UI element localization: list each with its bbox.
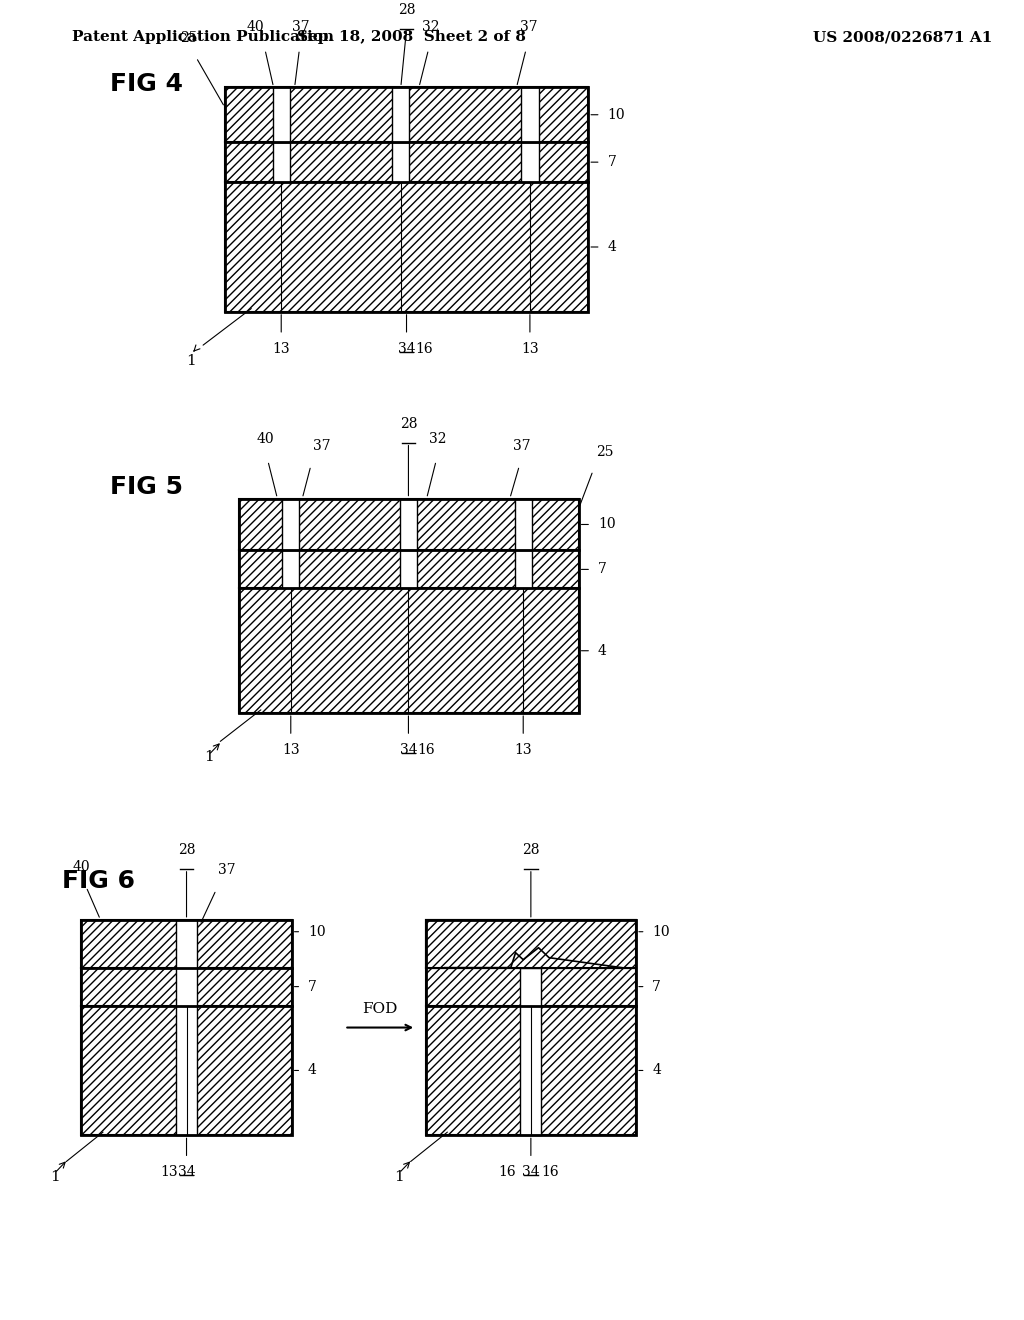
Text: 1: 1 <box>204 750 213 764</box>
Bar <box>240 499 579 713</box>
Text: FOD: FOD <box>362 1002 398 1015</box>
Text: 34: 34 <box>397 342 416 356</box>
Text: 25: 25 <box>179 32 198 45</box>
Text: 37: 37 <box>218 863 236 876</box>
Bar <box>426 968 636 1006</box>
Text: 40: 40 <box>73 859 90 874</box>
Bar <box>272 143 290 182</box>
Bar <box>225 143 588 182</box>
Text: 7: 7 <box>652 979 662 994</box>
Text: 37: 37 <box>520 20 538 34</box>
Text: FIG 6: FIG 6 <box>62 869 135 892</box>
Bar <box>426 920 636 1135</box>
Bar <box>426 920 636 968</box>
Text: FIG 4: FIG 4 <box>110 73 183 96</box>
Bar <box>515 499 531 550</box>
Text: 16: 16 <box>498 1166 516 1179</box>
Bar <box>283 499 299 550</box>
Text: 4: 4 <box>308 1064 316 1077</box>
Bar <box>392 143 410 182</box>
Bar <box>521 143 539 182</box>
Text: 1: 1 <box>49 1171 59 1184</box>
Text: 4: 4 <box>607 240 616 253</box>
Bar <box>176 920 197 1135</box>
Text: 4: 4 <box>598 644 606 657</box>
Text: 10: 10 <box>598 517 615 532</box>
Bar <box>240 499 579 550</box>
Text: 37: 37 <box>513 438 531 453</box>
Bar <box>225 87 588 312</box>
Text: 1: 1 <box>394 1171 403 1184</box>
Text: 28: 28 <box>178 843 196 857</box>
Bar <box>81 1006 292 1135</box>
Text: 4: 4 <box>652 1064 662 1077</box>
Bar <box>283 550 299 589</box>
Bar <box>225 182 588 312</box>
Text: 28: 28 <box>522 843 540 857</box>
Text: 40: 40 <box>256 432 273 446</box>
Text: 13: 13 <box>514 743 532 758</box>
Bar <box>426 920 636 968</box>
Text: 34: 34 <box>522 1166 540 1179</box>
Text: 34: 34 <box>399 743 417 758</box>
Text: 37: 37 <box>293 20 310 34</box>
Bar <box>521 87 539 143</box>
Text: 16: 16 <box>415 342 432 356</box>
Bar <box>240 589 579 713</box>
Text: 40: 40 <box>247 20 264 34</box>
Text: 32: 32 <box>422 20 439 34</box>
Bar <box>81 968 292 1006</box>
Text: 25: 25 <box>596 445 613 458</box>
Bar <box>225 87 588 143</box>
Text: 32: 32 <box>429 432 446 446</box>
Text: 1: 1 <box>186 354 197 368</box>
Bar <box>240 550 579 589</box>
Bar <box>520 968 542 1135</box>
Text: 10: 10 <box>607 108 625 121</box>
Text: 7: 7 <box>308 979 316 994</box>
Text: 16: 16 <box>417 743 434 758</box>
Text: US 2008/0226871 A1: US 2008/0226871 A1 <box>813 30 992 45</box>
Text: 7: 7 <box>598 562 606 577</box>
Text: Sep. 18, 2008  Sheet 2 of 8: Sep. 18, 2008 Sheet 2 of 8 <box>297 30 525 45</box>
Text: 16: 16 <box>542 1166 559 1179</box>
Bar <box>81 920 292 968</box>
Bar <box>392 87 410 143</box>
Text: Patent Application Publication: Patent Application Publication <box>72 30 334 45</box>
Text: 34: 34 <box>178 1166 196 1179</box>
Text: 13: 13 <box>161 1166 178 1179</box>
Text: 28: 28 <box>397 4 416 17</box>
Bar <box>81 920 292 1135</box>
Bar <box>272 87 290 143</box>
Text: 13: 13 <box>521 342 539 356</box>
Text: 10: 10 <box>308 925 326 939</box>
Text: 37: 37 <box>312 438 331 453</box>
Bar <box>399 499 417 550</box>
Text: 13: 13 <box>282 743 300 758</box>
Text: 10: 10 <box>652 925 670 939</box>
Text: 7: 7 <box>607 156 616 169</box>
Bar <box>515 550 531 589</box>
Bar <box>399 550 417 589</box>
Text: FIG 5: FIG 5 <box>110 475 183 499</box>
Text: 13: 13 <box>272 342 290 356</box>
Text: 28: 28 <box>399 417 417 430</box>
Bar <box>426 1006 636 1135</box>
